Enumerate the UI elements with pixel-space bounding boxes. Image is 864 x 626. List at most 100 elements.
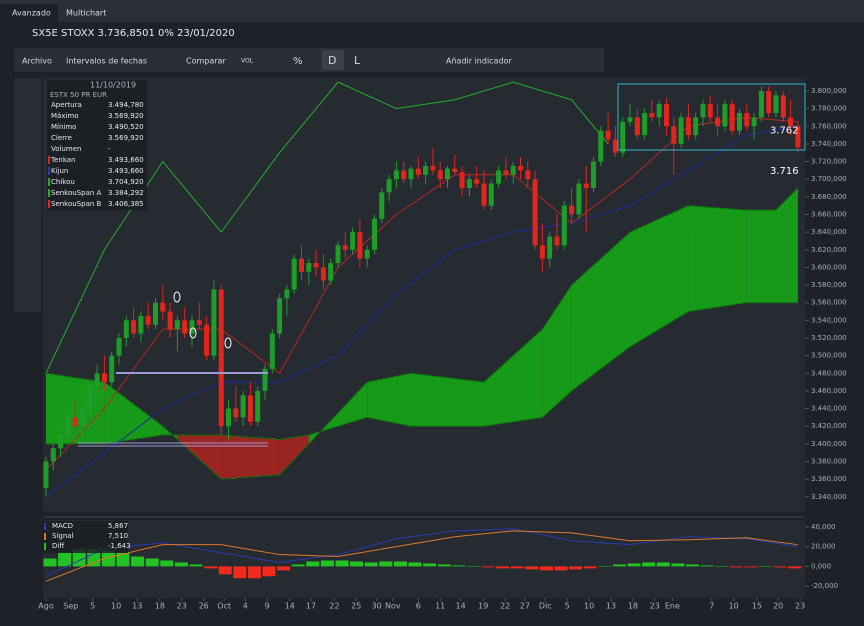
candle-body <box>481 183 487 206</box>
x-tick-label: 18 <box>628 602 638 611</box>
info-label: Kijun <box>51 167 68 175</box>
candle-body <box>423 165 429 175</box>
info-label: Cierre <box>51 134 72 142</box>
drawn-rectangle[interactable] <box>617 83 806 151</box>
histogram-bar <box>58 552 72 567</box>
candle-body <box>503 170 509 175</box>
menu[interactable]: Intervalos de fechas <box>66 57 147 66</box>
candle-body <box>437 170 443 180</box>
y-tick-label: 3.740,000 <box>811 140 847 148</box>
menu[interactable]: Comparar <box>186 57 226 66</box>
candle-body <box>780 95 786 118</box>
histogram-bar <box>350 561 364 567</box>
histogram-bar <box>466 566 480 567</box>
candle-body <box>474 179 480 184</box>
x-tick-label: Sep <box>63 602 78 611</box>
x-tick-label: 30 <box>372 602 382 611</box>
histogram-bar <box>656 562 670 567</box>
marker <box>173 291 181 303</box>
candle-body <box>532 179 538 246</box>
candle-body <box>591 161 596 189</box>
x-tick-label: 23 <box>795 602 805 611</box>
legend-value: -1,643 <box>108 542 131 550</box>
legend-label: Signal <box>52 532 74 540</box>
candle-body <box>430 165 436 171</box>
histogram-bar <box>306 561 320 567</box>
x-tick-label: 22 <box>500 602 510 611</box>
menu[interactable]: Archivo <box>22 57 52 66</box>
histogram-bar <box>496 566 510 569</box>
histogram-bar <box>598 566 612 567</box>
candle-body <box>569 205 575 215</box>
candle-body <box>364 249 370 259</box>
menu[interactable]: Añadir indicador <box>446 57 512 66</box>
y-tick-label: 3.380,000 <box>811 457 847 465</box>
x-tick-label: 27 <box>520 602 530 611</box>
button[interactable]: % <box>293 56 303 67</box>
cloud <box>279 435 309 475</box>
legend-swatch <box>44 523 46 530</box>
candle-body <box>299 258 304 272</box>
candle-body <box>386 179 392 193</box>
candle-body <box>247 395 253 422</box>
info-label: Mínimo <box>51 123 76 131</box>
candle-body <box>226 408 231 427</box>
info-label: Máximo <box>51 112 79 120</box>
histogram-bar <box>612 564 626 567</box>
x-tick-label: 14 <box>285 602 295 611</box>
candle-body <box>196 320 202 325</box>
candle-body <box>700 104 706 118</box>
y-tick-label: 3.680,000 <box>811 193 847 201</box>
candle-body <box>233 408 239 418</box>
candle-body <box>408 168 414 180</box>
info-value: - <box>108 145 111 153</box>
cloud <box>411 373 484 427</box>
histogram-bar <box>87 548 101 567</box>
candle-body <box>43 461 49 488</box>
y-tick-label: 40,000 <box>811 523 836 531</box>
histogram-bar <box>627 563 641 567</box>
x-tick-label: 14 <box>456 602 466 611</box>
button[interactable]: L <box>354 54 361 67</box>
info-date: 11/10/2019 <box>90 81 136 90</box>
candle-body <box>182 320 188 334</box>
x-tick-label: 13 <box>132 602 142 611</box>
button[interactable]: D <box>328 54 336 67</box>
active-button[interactable] <box>322 50 344 70</box>
y-tick-label: 3.500,000 <box>811 352 847 360</box>
candle-body <box>664 104 669 127</box>
active-tab[interactable] <box>0 4 58 22</box>
x-tick-label: 15 <box>752 602 762 611</box>
histogram-bar <box>277 566 291 571</box>
candle-body <box>357 232 363 259</box>
candle-body <box>269 333 275 369</box>
price-annotation: 3.762 <box>770 125 799 136</box>
histogram-bar <box>262 566 276 577</box>
candle-body <box>518 165 523 171</box>
cloud-edge <box>46 302 798 445</box>
tab[interactable]: Multichart <box>66 9 106 18</box>
histogram-bar <box>744 566 758 568</box>
candle-body <box>758 90 764 118</box>
info-label: Apertura <box>51 101 82 109</box>
info-box <box>47 80 147 210</box>
histogram-bar <box>569 566 583 570</box>
candle-body <box>189 320 195 334</box>
tab[interactable]: Avanzado <box>12 9 51 18</box>
candle-body <box>744 113 750 127</box>
cloud <box>221 435 280 480</box>
candle-body <box>788 117 794 127</box>
x-tick-label: 5 <box>90 602 95 611</box>
button[interactable]: VOL <box>241 58 254 65</box>
y-tick-label: 3.760,000 <box>811 122 847 130</box>
cloud <box>367 373 411 427</box>
candle-body <box>350 232 356 250</box>
candle-body <box>576 183 582 215</box>
candle-body <box>554 236 560 246</box>
y-tick-label: 3.800,000 <box>811 87 847 95</box>
candle-body <box>218 289 224 427</box>
legend-label: Diff <box>52 542 64 550</box>
histogram-bar <box>481 566 495 568</box>
histogram-bar <box>233 566 247 579</box>
candle-body <box>751 117 757 127</box>
